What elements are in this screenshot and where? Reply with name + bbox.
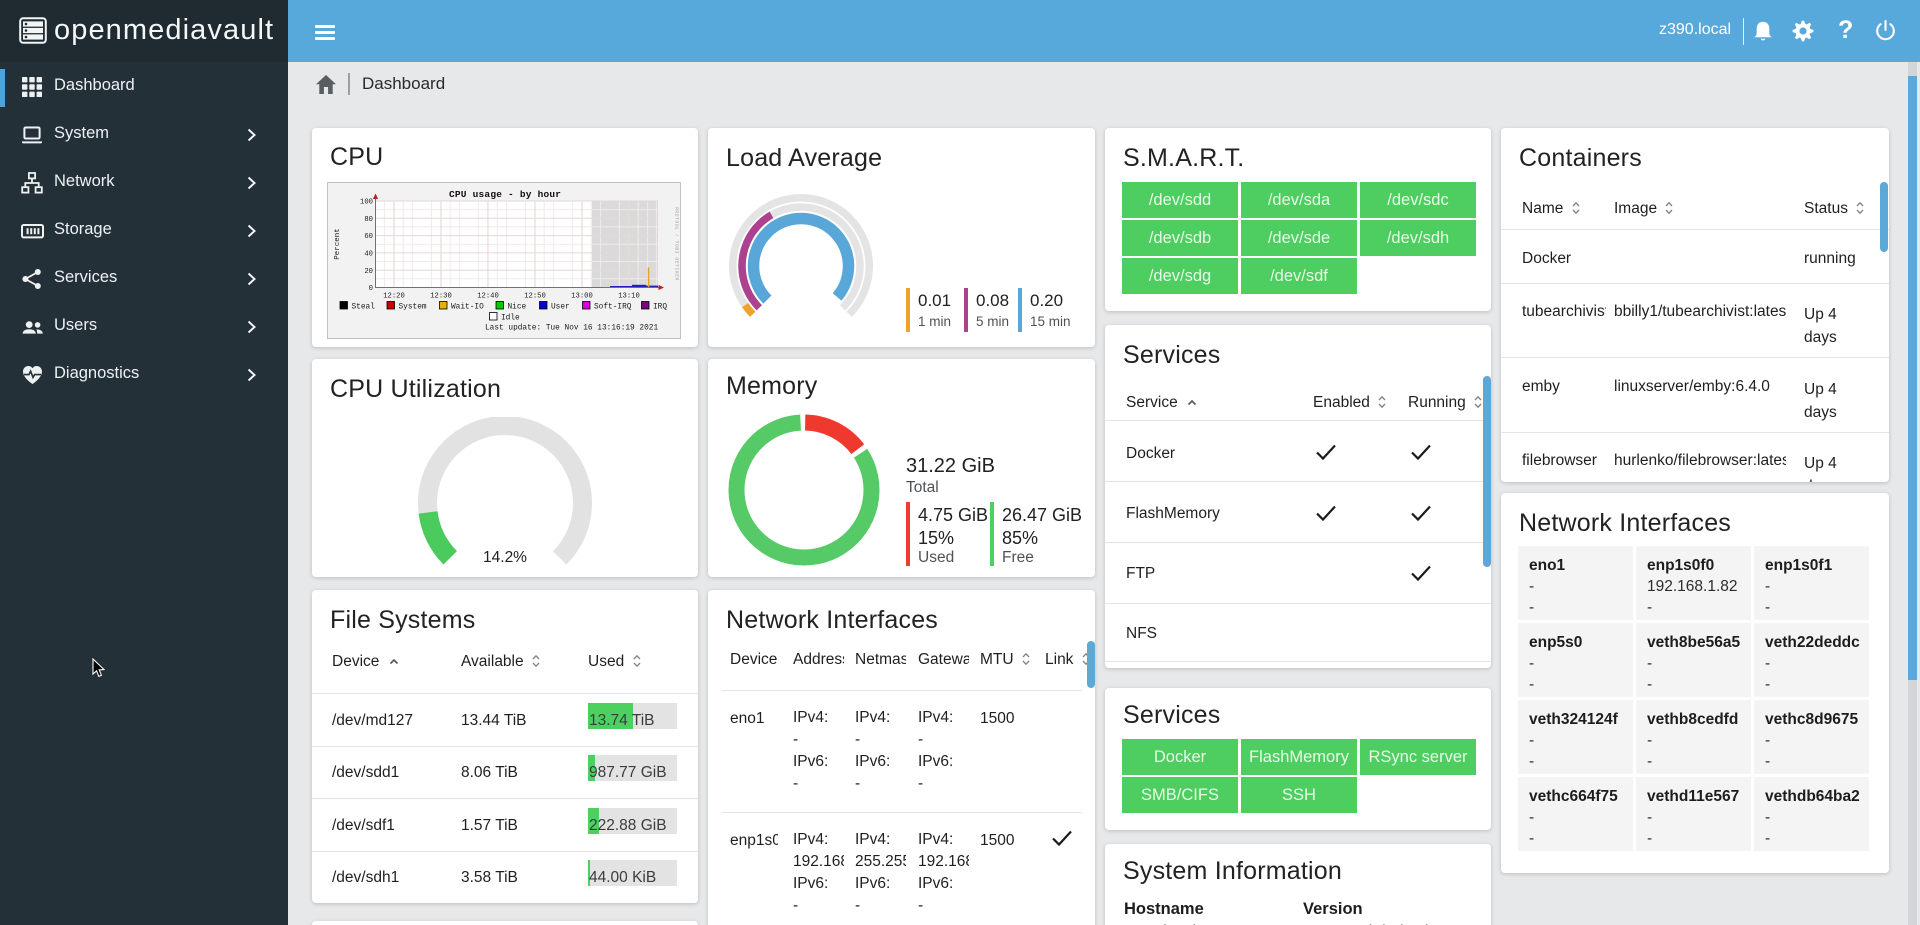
svg-text:12:20: 12:20: [383, 293, 405, 301]
svg-text:12:30: 12:30: [430, 293, 452, 301]
svg-text:CPU usage - by hour: CPU usage - by hour: [449, 189, 561, 200]
svg-text:13:00: 13:00: [571, 293, 593, 301]
svg-text:20: 20: [364, 268, 373, 276]
svg-text:Steal: Steal: [352, 304, 376, 312]
svg-text:13:10: 13:10: [618, 293, 640, 301]
svg-text:IRQ: IRQ: [653, 304, 667, 312]
svg-text:Idle: Idle: [501, 315, 520, 323]
svg-text:12:40: 12:40: [477, 293, 499, 301]
svg-text:Soft-IRQ: Soft-IRQ: [594, 304, 632, 312]
svg-text:RRDTOOL / TOBI OETIKER: RRDTOOL / TOBI OETIKER: [674, 207, 680, 281]
svg-text:100: 100: [360, 199, 373, 207]
svg-text:80: 80: [364, 216, 373, 224]
svg-text:System: System: [399, 304, 427, 312]
svg-text:Nice: Nice: [508, 304, 527, 312]
svg-text:14.2%: 14.2%: [483, 549, 527, 566]
svg-text:40: 40: [364, 251, 373, 259]
svg-text:60: 60: [364, 233, 373, 241]
svg-text:Wait-IO: Wait-IO: [451, 304, 484, 312]
svg-text:User: User: [551, 304, 570, 312]
svg-text:12:50: 12:50: [524, 293, 546, 301]
svg-text:0: 0: [369, 285, 373, 293]
svg-text:Percent: Percent: [334, 228, 342, 260]
svg-text:Last update: Tue Nov 16 13:16:: Last update: Tue Nov 16 13:16:19 2021: [485, 325, 658, 333]
